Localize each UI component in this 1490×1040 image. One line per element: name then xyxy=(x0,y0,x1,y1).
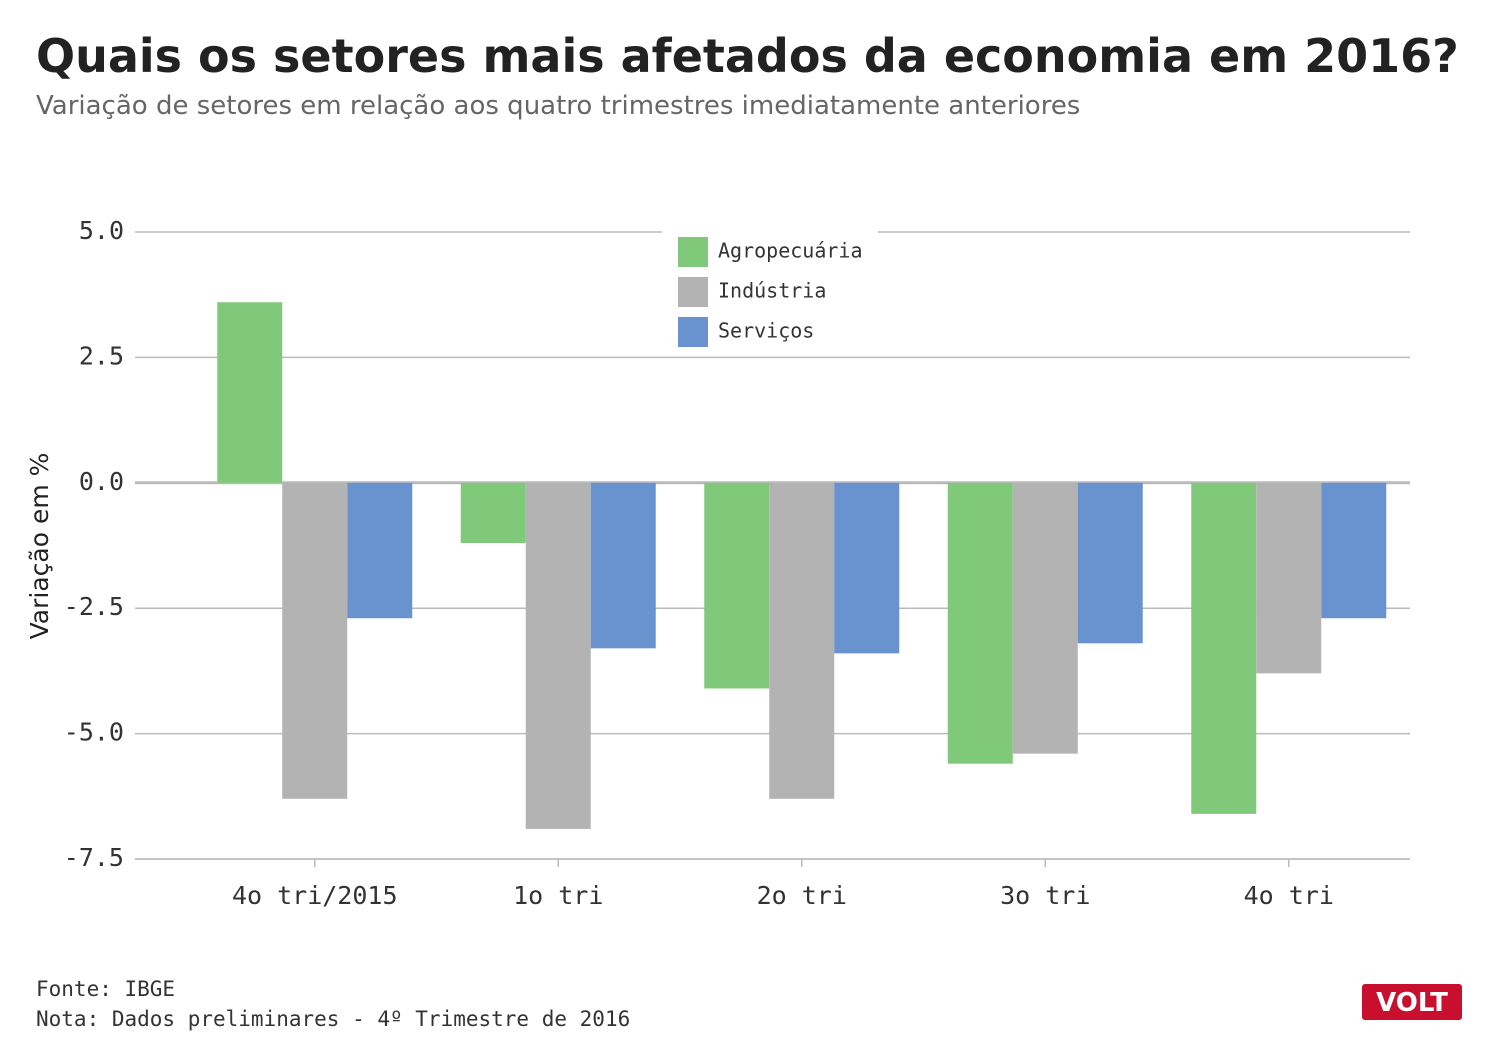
y-tick-label: -7.5 xyxy=(64,843,124,872)
bar xyxy=(1321,482,1387,619)
bar xyxy=(460,482,526,543)
bar xyxy=(1256,482,1322,674)
y-axis-label: Variação em % xyxy=(25,453,54,640)
legend-swatch xyxy=(678,277,708,307)
x-tick-label: 3o tri xyxy=(1000,881,1090,910)
note: Nota: Dados preliminares - 4º Trimestre … xyxy=(36,1007,630,1031)
bar xyxy=(1191,482,1257,814)
x-tick-label: 1o tri xyxy=(513,881,603,910)
bar xyxy=(704,482,770,689)
bar xyxy=(217,302,283,483)
y-tick-label: 5.0 xyxy=(79,216,124,245)
y-tick-label: 2.5 xyxy=(79,341,124,370)
bar xyxy=(1012,482,1078,754)
x-tick-label: 4o tri/2015 xyxy=(232,881,398,910)
bar xyxy=(347,482,413,619)
y-tick-label: -2.5 xyxy=(64,592,124,621)
bar xyxy=(769,482,835,799)
logo: VOLT xyxy=(1376,988,1448,1018)
bar xyxy=(947,482,1013,764)
legend-swatch xyxy=(678,237,708,267)
chart-subtitle: Variação de setores em relação aos quatr… xyxy=(36,91,1080,121)
x-tick-label: 4o tri xyxy=(1244,881,1334,910)
x-tick-label: 2o tri xyxy=(757,881,847,910)
y-tick-label: 0.0 xyxy=(79,467,124,496)
bar xyxy=(525,482,591,829)
legend-label: Indústria xyxy=(718,279,826,303)
bar xyxy=(1077,482,1143,644)
legend-label: Serviços xyxy=(718,319,814,343)
source: Fonte: IBGE xyxy=(36,977,175,1001)
legend-label: Agropecuária xyxy=(718,239,863,263)
bar xyxy=(590,482,656,649)
bar xyxy=(834,482,900,654)
legend-swatch xyxy=(678,317,708,347)
bar xyxy=(282,482,348,799)
y-tick-label: -5.0 xyxy=(64,718,124,747)
chart-title: Quais os setores mais afetados da econom… xyxy=(36,29,1459,83)
logo-box xyxy=(1362,984,1462,1020)
